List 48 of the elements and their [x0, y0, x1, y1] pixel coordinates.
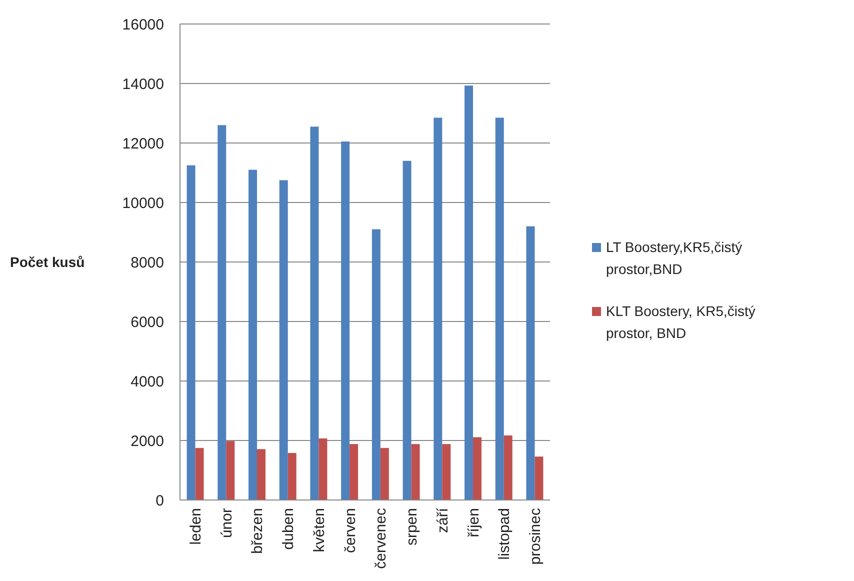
bar — [473, 437, 482, 500]
bar — [534, 456, 544, 500]
bar — [402, 160, 412, 500]
bar — [248, 170, 257, 500]
legend-label: KLT Boostery, KR5,čistý prostor, BND — [606, 303, 756, 341]
bar — [350, 444, 358, 500]
x-tick-label: říjen — [465, 508, 482, 538]
bar — [288, 452, 296, 500]
bar — [526, 226, 535, 500]
bar — [318, 438, 328, 500]
y-tick-label: 12000 — [122, 135, 164, 152]
bar — [218, 125, 226, 500]
x-tick-label: srpen — [404, 508, 421, 546]
y-tick-label: 0 — [156, 492, 164, 510]
bar — [186, 165, 196, 500]
y-tick-label: 16000 — [122, 16, 164, 34]
y-tick-label: 2000 — [130, 432, 164, 450]
y-tick-label: 14000 — [122, 76, 164, 93]
y-axis-title: Počet kusů — [10, 254, 85, 270]
x-tick-label: listopad — [496, 508, 514, 560]
bar — [411, 444, 420, 500]
x-tick-label: duben — [280, 508, 298, 550]
x-tick-label: září — [434, 507, 452, 534]
legend-label: LT Boostery,KR5,čistý prostor,BND — [606, 239, 742, 277]
bar — [310, 126, 319, 500]
bar — [256, 449, 266, 500]
bar — [434, 118, 442, 500]
x-tick-label: květen — [310, 508, 328, 552]
bar — [226, 441, 235, 500]
bar — [380, 448, 389, 500]
bar — [504, 435, 512, 500]
x-tick-label: březen — [249, 508, 266, 554]
bar — [279, 180, 288, 500]
x-tick-label: prosinec — [526, 508, 544, 565]
y-tick-label: 10000 — [122, 194, 164, 212]
bar — [372, 229, 380, 500]
y-tick-label: 6000 — [130, 314, 164, 331]
y-tick-label: 4000 — [130, 373, 164, 390]
x-tick-label: červen — [342, 508, 359, 554]
x-tick-label: únor — [218, 508, 236, 538]
bar — [495, 118, 504, 500]
bar — [341, 142, 350, 500]
x-tick-label: leden — [188, 508, 205, 545]
bar — [195, 448, 204, 500]
bar — [442, 444, 451, 500]
x-tick-label: červenec — [372, 508, 390, 569]
bar — [464, 86, 474, 500]
y-tick-label: 8000 — [130, 254, 164, 272]
